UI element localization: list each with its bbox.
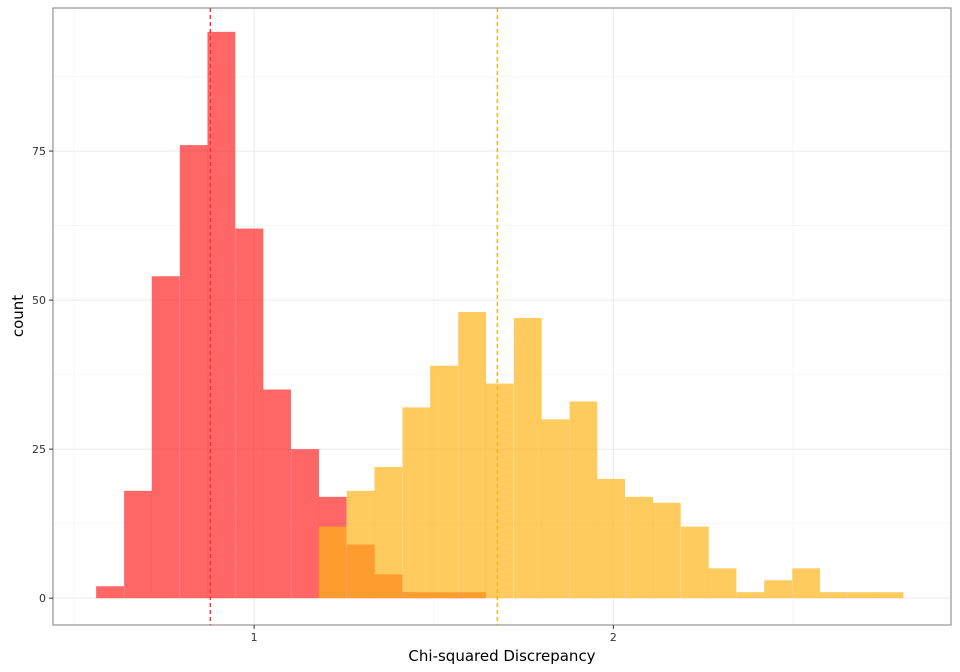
histogram-bar-series-1 [179,145,208,599]
histogram-bar-series-2 [875,592,904,599]
histogram-bar-series-1 [291,449,319,599]
histogram-bar-series-1 [207,31,236,599]
histogram-bar-series-2 [374,467,403,599]
y-axis-title: count [9,295,27,337]
histogram-bar-series-2 [346,490,375,599]
histogram-bar-series-2 [458,312,487,599]
histogram-bar-series-2 [513,317,542,599]
histogram-bar-series-2 [652,502,681,599]
histogram-bar-series-2 [847,592,876,599]
histogram-bar-series-2 [736,592,765,599]
mean-lines [209,8,499,625]
y-tick-label: 0 [39,592,46,605]
histogram-bar-series-2 [680,526,709,599]
histogram-bar-series-1 [124,490,152,599]
histogram-bar-series-2 [402,407,431,599]
histogram-bar-series-2 [430,365,458,599]
histogram-bar-series-2 [819,592,848,599]
histogram-bar-series-2 [318,526,347,599]
histogram-bar-series-1 [263,389,291,599]
y-tick-label: 75 [32,145,46,158]
histogram-bar-series-1 [96,586,124,599]
histogram-bar-series-1 [235,228,264,599]
x-tick-label: 1 [251,631,258,644]
axis-ticks: 1 2 0 25 50 75 [32,145,617,644]
histogram-bar-series-2 [485,383,514,599]
histogram-bar-series-2 [708,568,737,599]
histogram-bar-series-2 [625,496,654,599]
histogram-bar-series-1 [151,276,180,599]
histogram-bar-series-2 [541,419,570,599]
histogram-bar-series-2 [597,478,626,599]
y-tick-label: 25 [32,443,46,456]
histogram-bars [96,31,904,599]
plot-border [52,7,952,626]
histogram-bar-series-2 [792,568,821,599]
x-axis-title: Chi-squared Discrepancy [408,647,595,665]
x-tick-label: 2 [610,631,617,644]
y-tick-label: 50 [32,294,46,307]
histogram-bar-series-2 [764,580,793,599]
histogram-bar-series-2 [569,401,598,599]
